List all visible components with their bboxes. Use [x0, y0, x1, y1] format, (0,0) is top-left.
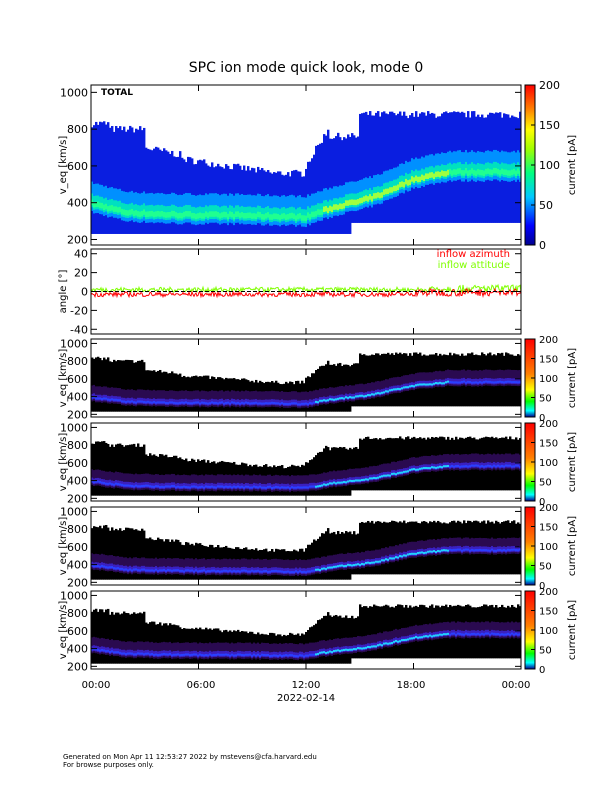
y-tick-label: -20 — [70, 304, 88, 317]
footer-generated: Generated on Mon Apr 11 12:53:27 2022 by… — [63, 753, 317, 761]
colorbar-tick-label: 0 — [539, 413, 545, 424]
colorbar-tick-label: 100 — [539, 458, 558, 469]
y-tick-label: 1000 — [60, 505, 88, 518]
y-tick-label: 800 — [67, 607, 88, 620]
series-line-azimuth — [90, 287, 522, 299]
colorbar-tick-label: 0 — [539, 665, 545, 676]
colorbar-tick-label: 50 — [539, 646, 552, 657]
panel-b: 200 400 600 800 1000 B sensor v_eq [km/s] 0 50 10… — [58, 419, 578, 508]
colorbar-tick-label: 150 — [539, 355, 558, 366]
y-axis-title: angle [°] — [58, 270, 69, 314]
colorbar-tick-label: 100 — [539, 626, 558, 637]
y-tick-label: 400 — [67, 559, 88, 572]
y-tick-label: 400 — [67, 643, 88, 656]
colorbar-tick-label: 0 — [539, 581, 545, 592]
panel-label: A sensor — [101, 342, 146, 352]
colorbar-tick-label: 200 — [539, 587, 558, 598]
x-tick-label-1: 06:00 — [187, 680, 216, 691]
colorbar-tick-label: 150 — [539, 439, 558, 450]
panel-total: 200 400 600 800 1000 TOTAL v_eq [km/s] 0 50 100 15… — [58, 79, 578, 252]
y-tick-label: 200 — [67, 408, 88, 421]
colorbar-title: current [pA] — [567, 135, 578, 195]
colorbar-tick-label: 200 — [539, 503, 558, 514]
colorbar-tick-label: 0 — [539, 239, 546, 252]
colorbar-tick-label: 150 — [539, 523, 558, 534]
colorbar-tick-label: 100 — [539, 374, 558, 385]
y-tick-label: 1000 — [60, 589, 88, 602]
legend-inflow-azimuth: inflow azimuth — [437, 249, 510, 260]
colorbar-tick-label: 50 — [539, 478, 552, 489]
y-tick-label: 800 — [67, 123, 88, 136]
colorbar-tick-label: 200 — [539, 419, 558, 430]
y-tick-label: 400 — [67, 197, 88, 210]
colorbar-tick-label: 200 — [539, 79, 560, 92]
y-axis-title: v_eq [km/s] — [58, 136, 69, 195]
y-tick-label: 0 — [81, 286, 88, 299]
x-tick-label-4: 00:00 — [502, 680, 531, 691]
y-tick-label: -40 — [70, 323, 88, 336]
y-tick-label: 1000 — [60, 337, 88, 350]
y-tick-label: 800 — [67, 355, 88, 368]
colorbar-title: current [pA] — [567, 600, 578, 660]
panel-label: D sensor — [101, 594, 146, 604]
y-tick-label: 400 — [67, 391, 88, 404]
x-tick-label-2: 12:00 — [292, 680, 321, 691]
colorbar-tick-label: 150 — [539, 119, 560, 132]
y-tick-label: 800 — [67, 523, 88, 536]
y-tick-label: 200 — [67, 233, 88, 246]
footer-browse: For browse purposes only. — [63, 761, 154, 769]
y-tick-label: 600 — [67, 625, 88, 638]
colorbar-tick-label: 100 — [539, 542, 558, 553]
y-axis-title: v_eq [km/s] — [58, 517, 69, 576]
colorbar-tick-label: 150 — [539, 607, 558, 618]
y-axis-title: v_eq [km/s] — [58, 349, 69, 408]
y-tick-label: 600 — [67, 160, 88, 173]
footer: Generated on Mon Apr 11 12:53:27 2022 by… — [63, 753, 317, 769]
colorbar-title: current [pA] — [567, 348, 578, 408]
y-tick-label: 200 — [67, 576, 88, 589]
panel-label: C sensor — [101, 510, 145, 520]
series-line-attitude — [90, 283, 522, 295]
y-axis-title: v_eq [km/s] — [58, 601, 69, 660]
y-tick-label: 600 — [67, 541, 88, 554]
y-tick-label: 200 — [67, 660, 88, 673]
x-tick-label-0: 00:00 — [82, 680, 111, 691]
panel-angle: -40 -20 0 20 40 angle [°] inflow azimuthinflow… — [58, 248, 522, 336]
y-tick-label: 600 — [67, 373, 88, 386]
y-tick-label: 40 — [74, 248, 88, 261]
panel-d: 200 400 600 800 1000 D sensor v_eq [km/s] 0 50 10… — [58, 587, 578, 676]
colorbar-tick-label: 0 — [539, 497, 545, 508]
x-date-label: 2022-02-14 — [277, 693, 335, 704]
colorbar-tick-label: 100 — [539, 159, 560, 172]
colorbar-title: current [pA] — [567, 516, 578, 576]
colorbar-tick-label: 200 — [539, 335, 558, 346]
y-tick-label: 600 — [67, 457, 88, 470]
y-tick-label: 20 — [74, 267, 88, 280]
legend-inflow-attitude: inflow attitude — [438, 260, 510, 271]
x-tick-label-3: 18:00 — [397, 680, 426, 691]
y-tick-label: 800 — [67, 439, 88, 452]
colorbar-title: current [pA] — [567, 432, 578, 492]
y-tick-label: 400 — [67, 475, 88, 488]
y-tick-label: 1000 — [60, 421, 88, 434]
panel-label: TOTAL — [101, 88, 133, 98]
y-tick-label: 200 — [67, 492, 88, 505]
panel-c: 200 400 600 800 1000 C sensor v_eq [km/s] 0 50 10… — [58, 503, 578, 592]
panel-label: B sensor — [101, 426, 145, 436]
y-tick-label: 1000 — [60, 86, 88, 99]
colorbar-tick-label: 50 — [539, 199, 553, 212]
colorbar-tick-label: 50 — [539, 562, 552, 573]
panel-a: 200 400 600 800 1000 A sensor v_eq [km/s] 0 50 10… — [58, 335, 578, 424]
y-axis-title: v_eq [km/s] — [58, 433, 69, 492]
figure-title: SPC ion mode quick look, mode 0 — [188, 60, 424, 76]
colorbar-tick-label: 50 — [539, 394, 552, 405]
